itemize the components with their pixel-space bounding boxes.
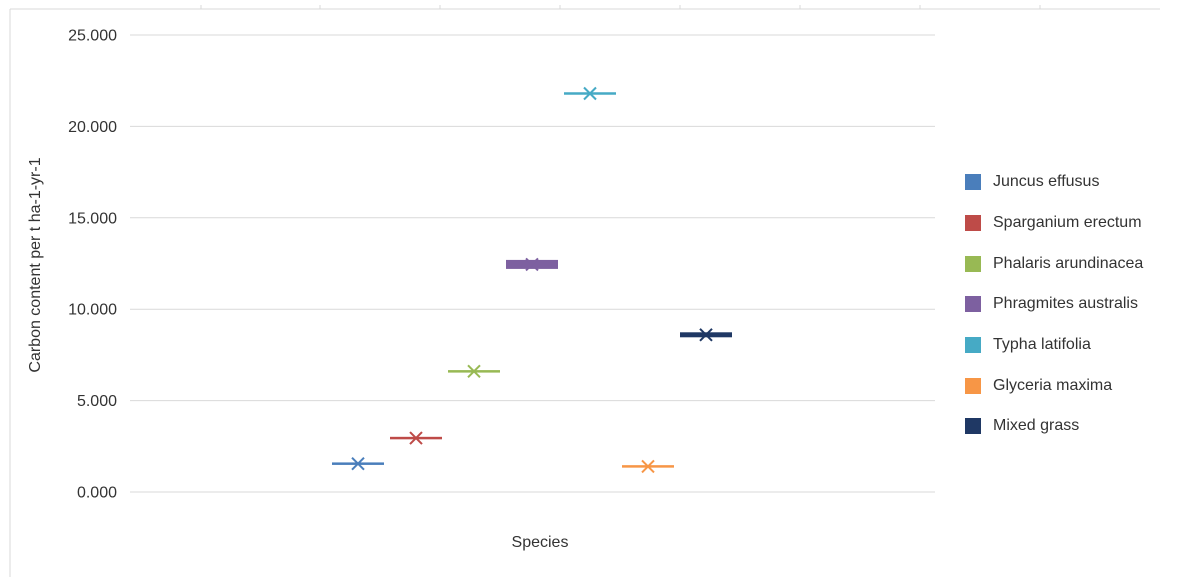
legend-swatch [965,337,981,354]
y-tick-label: 0.000 [77,485,117,502]
legend-label: Glyceria maxima [993,376,1113,394]
legend-item: Glyceria maxima [965,365,1175,406]
legend-swatch [965,215,981,232]
data-point-mixed-grass [680,328,732,342]
legend-swatch [965,418,981,435]
x-axis-label: Species [512,534,569,551]
legend-label: Sparganium erectum [993,214,1142,232]
y-tick-label: 25.000 [68,28,117,45]
y-tick-label: 5.000 [77,393,117,410]
legend: Juncus effusus Sparganium erectum Phalaris… [965,162,1175,447]
data-point-typha-latifolia [564,86,616,101]
legend-label: Phragmites australis [993,295,1138,313]
gridlines [130,34,935,493]
legend-swatch [965,255,981,272]
data-marks [332,86,732,474]
legend-item: Mixed grass [965,406,1175,447]
data-point-glyceria-maxima [622,459,674,474]
data-marker [525,257,539,272]
legend-swatch [965,377,981,394]
data-marker [351,456,365,471]
legend-label: Juncus effusus [993,173,1100,191]
top-ticks [200,5,1041,9]
legend-item: Phalaris arundinacea [965,243,1175,284]
legend-item: Juncus effusus [965,162,1175,203]
legend-item: Typha latifolia [965,325,1175,366]
legend-swatch [965,296,981,313]
data-point-sparganium-erectum [390,431,442,445]
y-tick-labels: 0.000 5.000 10.000 15.000 20.000 25.000 [68,28,117,502]
data-marker [467,364,481,379]
data-point-juncus-effusus [332,456,384,471]
legend-item: Sparganium erectum [965,203,1175,244]
y-axis-label: Carbon content per t ha-1-yr-1 [27,157,44,372]
legend-item: Phragmites australis [965,284,1175,325]
legend-label: Mixed grass [993,417,1080,435]
y-tick-label: 10.000 [68,302,117,319]
data-marker [409,431,423,445]
legend-label: Typha latifolia [993,336,1091,354]
data-marker [583,86,597,101]
data-point-phragmites-australis [506,257,558,272]
y-tick-label: 15.000 [68,210,117,227]
legend-label: Phalaris arundinacea [993,254,1144,272]
data-point-phalaris-arundinacea [448,364,500,379]
data-marker [641,459,655,474]
y-tick-label: 20.000 [68,119,117,136]
data-marker [699,328,713,342]
legend-swatch [965,174,981,191]
